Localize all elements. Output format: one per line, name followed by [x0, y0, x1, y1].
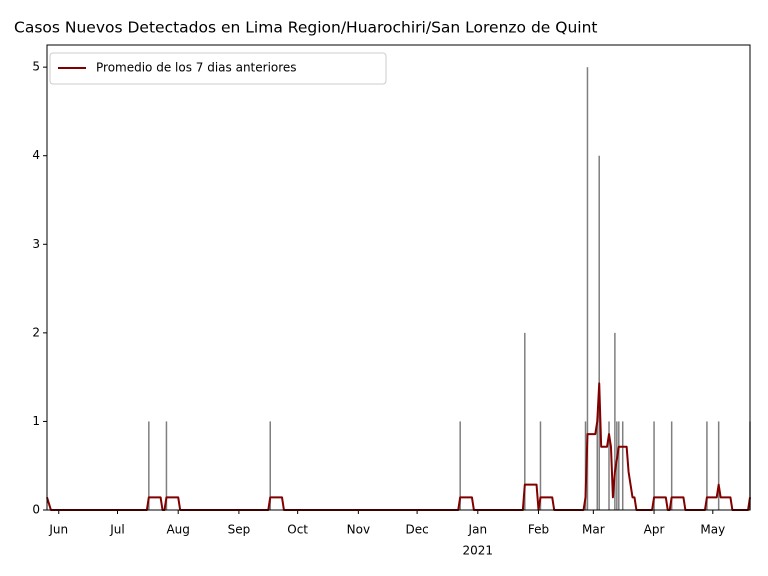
bar — [165, 421, 168, 510]
bar — [614, 332, 616, 510]
bar — [621, 421, 624, 510]
y-tick-label: 2 — [32, 325, 40, 339]
bar — [148, 421, 150, 510]
x-tick-label: Oct — [287, 523, 308, 537]
chart-title: Casos Nuevos Detectados en Lima Region/H… — [14, 19, 598, 37]
y-tick-label: 1 — [32, 414, 40, 428]
bar — [459, 421, 461, 510]
bar — [670, 421, 673, 510]
bar — [717, 421, 720, 510]
y-tick-label: 5 — [32, 60, 40, 74]
bar — [618, 421, 620, 510]
y-tick-label: 3 — [32, 237, 40, 251]
bar — [539, 421, 542, 510]
legend-label: Promedio de los 7 dias anteriores — [96, 61, 297, 75]
x-tick-label: Jul — [109, 523, 124, 537]
x-tick-sublabel: 2021 — [463, 544, 494, 558]
x-tick-label: Nov — [347, 523, 370, 537]
x-tick-label: Sep — [228, 523, 251, 537]
x-tick-label: Dec — [405, 523, 428, 537]
x-tick-label: Apr — [644, 523, 665, 537]
plot-frame — [46, 44, 751, 511]
bar — [596, 421, 599, 510]
x-tick-label: Feb — [528, 523, 549, 537]
legend: Promedio de los 7 dias anteriores — [49, 52, 387, 85]
x-tick-label: Jun — [48, 523, 68, 537]
bar — [706, 421, 708, 510]
x-tick-label: Aug — [166, 523, 189, 537]
line — [46, 382, 751, 511]
y-tick-label: 0 — [32, 503, 40, 517]
bar — [586, 67, 589, 511]
legend-box — [49, 52, 387, 85]
bar — [524, 332, 526, 510]
bar — [653, 421, 655, 510]
x-tick-label: May — [700, 523, 725, 537]
x-tick-label: Mar — [582, 523, 605, 537]
y-tick-label: 4 — [32, 148, 40, 162]
bar — [608, 421, 610, 510]
bar — [598, 155, 600, 510]
bar — [269, 421, 271, 510]
x-tick-label: Jan — [468, 523, 488, 537]
